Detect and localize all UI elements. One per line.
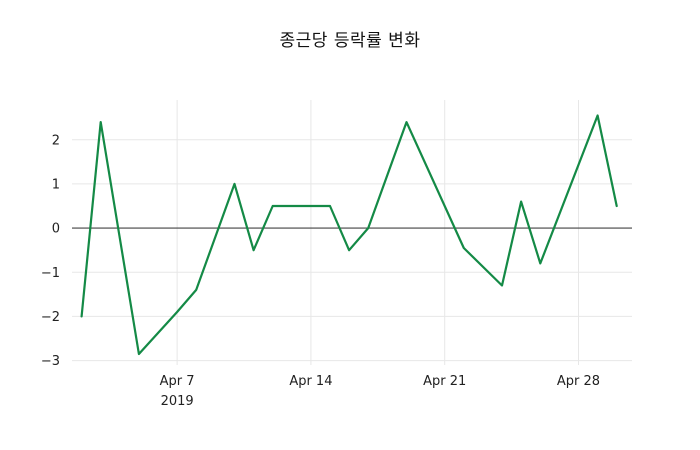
x-tick-label: Apr 7 xyxy=(160,374,195,389)
x-tick-label: Apr 21 xyxy=(423,374,466,389)
x-tick-sublabel: 2019 xyxy=(161,394,194,409)
y-tick-label: 2 xyxy=(52,133,60,148)
x-tick-label: Apr 14 xyxy=(289,374,332,389)
chart-title: 종근당 등락률 변화 xyxy=(279,31,421,51)
x-tick-label: Apr 28 xyxy=(557,374,600,389)
y-tick-label: 1 xyxy=(52,177,60,192)
y-tick-label: 0 xyxy=(52,222,60,237)
series-line xyxy=(80,114,618,356)
y-tick-label: −2 xyxy=(41,310,60,325)
y-tick-label: −3 xyxy=(41,354,60,369)
y-tick-label: −1 xyxy=(41,266,60,281)
